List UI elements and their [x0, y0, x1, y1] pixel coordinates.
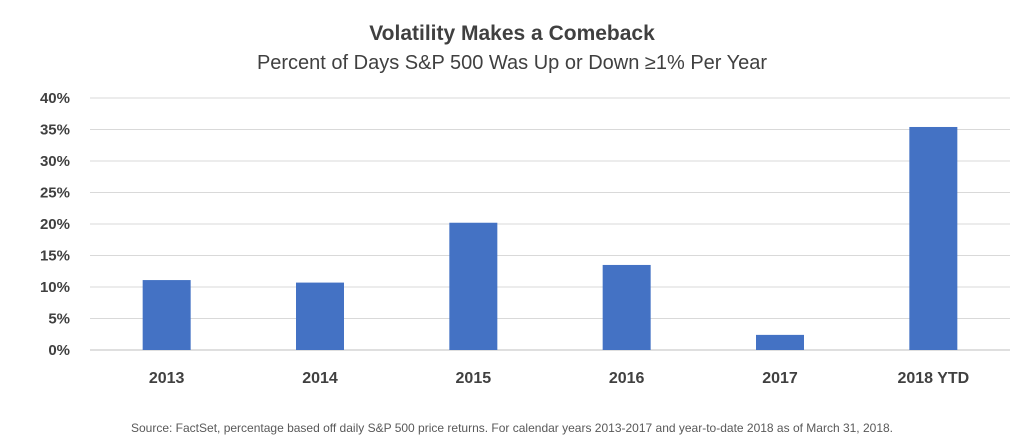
x-tick-label: 2013: [149, 370, 185, 387]
y-tick-label: 35%: [40, 122, 70, 139]
gridlines: [90, 97, 1010, 351]
x-tick-label: 2015: [456, 370, 492, 387]
y-tick-label: 15%: [40, 248, 70, 265]
source-note: Source: FactSet, percentage based off da…: [131, 421, 893, 435]
x-tick-label: 2017: [762, 370, 798, 387]
x-tick-label: 2018 YTD: [897, 370, 969, 387]
chart-subtitle: Percent of Days S&P 500 Was Up or Down ≥…: [257, 52, 767, 74]
bar-2017: [756, 334, 804, 350]
bar-2013: [142, 280, 191, 350]
bar-2014: [296, 282, 344, 350]
y-tick-label: 5%: [48, 311, 70, 328]
bar-2018-ytd: [909, 126, 958, 350]
y-tick-label: 10%: [40, 279, 70, 296]
x-tick-label: 2014: [302, 370, 338, 387]
x-axis-ticks: 2013 2014 2015 2016 2017 2018 YTD: [149, 370, 969, 387]
bar-2015: [449, 222, 498, 350]
y-tick-label: 25%: [40, 185, 70, 202]
bars: [142, 126, 958, 350]
y-tick-label: 30%: [40, 153, 70, 170]
x-tick-label: 2016: [609, 370, 645, 387]
y-axis-ticks: 0% 5% 10% 15% 20% 25% 30% 35% 40%: [40, 90, 70, 359]
y-tick-label: 20%: [40, 216, 70, 233]
y-tick-label: 40%: [40, 90, 70, 107]
y-tick-label: 0%: [48, 342, 70, 359]
bar-2016: [602, 264, 651, 350]
chart-title: Volatility Makes a Comeback: [369, 22, 655, 45]
